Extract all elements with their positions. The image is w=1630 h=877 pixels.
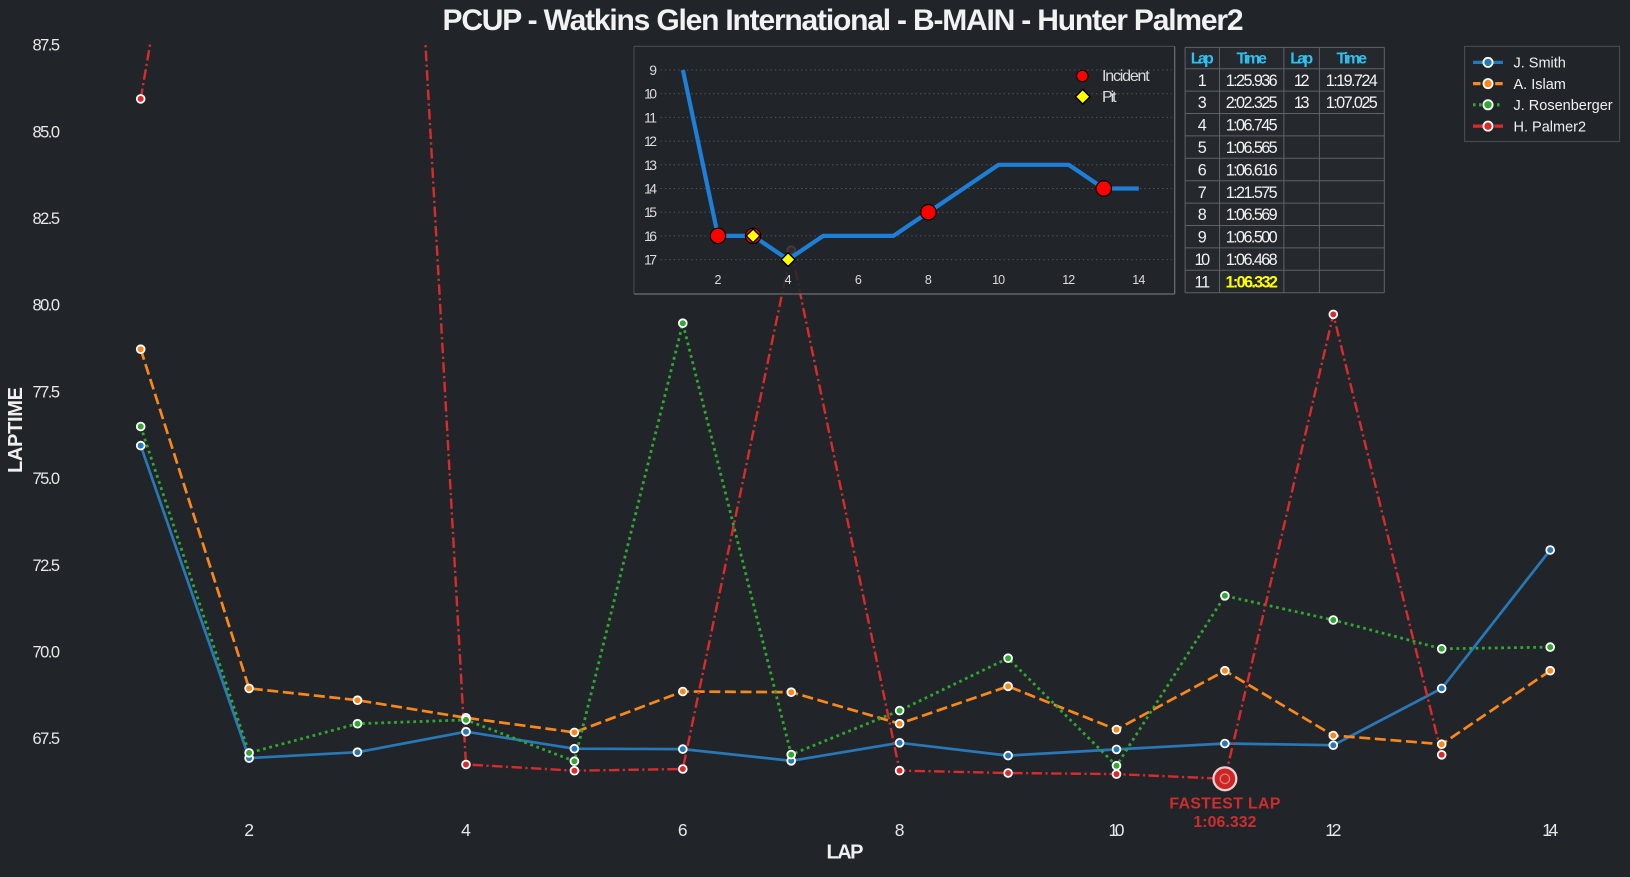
svg-text:1:21.575: 1:21.575 <box>1226 184 1278 202</box>
svg-text:82.5: 82.5 <box>33 210 61 228</box>
svg-text:13: 13 <box>1294 94 1310 112</box>
svg-text:6: 6 <box>1198 161 1207 179</box>
svg-text:5: 5 <box>1198 139 1207 157</box>
svg-text:80.0: 80.0 <box>33 297 61 315</box>
svg-text:1:06.616: 1:06.616 <box>1226 161 1278 179</box>
svg-text:3: 3 <box>1198 94 1207 112</box>
svg-text:Pit: Pit <box>1102 89 1117 106</box>
svg-text:16: 16 <box>644 228 657 244</box>
svg-text:1:06.565: 1:06.565 <box>1226 139 1278 157</box>
svg-text:1:06.500: 1:06.500 <box>1226 229 1278 247</box>
svg-text:2:02.325: 2:02.325 <box>1226 94 1278 112</box>
svg-text:12: 12 <box>1294 72 1310 90</box>
svg-text:87.5: 87.5 <box>33 37 61 55</box>
svg-text:10: 10 <box>992 273 1005 287</box>
svg-text:2: 2 <box>715 273 722 287</box>
svg-text:8: 8 <box>895 820 905 840</box>
svg-text:A. Islam: A. Islam <box>1514 77 1566 93</box>
svg-text:14: 14 <box>1132 273 1145 287</box>
svg-text:PCUP - Watkins Glen Internatio: PCUP - Watkins Glen International - B-MA… <box>443 4 1244 37</box>
svg-text:4: 4 <box>461 820 471 840</box>
svg-text:1:06.569: 1:06.569 <box>1226 206 1278 224</box>
svg-text:J. Rosenberger: J. Rosenberger <box>1514 98 1613 114</box>
svg-text:9: 9 <box>649 62 657 78</box>
svg-text:13: 13 <box>644 157 657 173</box>
svg-text:10: 10 <box>1109 820 1125 840</box>
svg-text:85.0: 85.0 <box>33 123 61 141</box>
svg-text:1: 1 <box>1198 72 1207 90</box>
svg-text:1:06.332: 1:06.332 <box>1225 273 1278 291</box>
svg-text:12: 12 <box>1325 820 1341 840</box>
svg-text:1:06.468: 1:06.468 <box>1226 251 1278 269</box>
svg-text:6: 6 <box>855 273 862 287</box>
svg-text:LAP: LAP <box>827 842 864 864</box>
svg-text:70.0: 70.0 <box>33 644 61 662</box>
svg-text:1:19.724: 1:19.724 <box>1326 72 1378 90</box>
svg-text:75.0: 75.0 <box>33 470 61 488</box>
svg-text:1:07.025: 1:07.025 <box>1326 94 1378 112</box>
svg-text:12: 12 <box>644 133 657 149</box>
svg-text:17: 17 <box>644 252 657 268</box>
svg-text:4: 4 <box>785 273 792 287</box>
svg-text:Time: Time <box>1236 51 1267 68</box>
svg-text:7: 7 <box>1198 184 1207 202</box>
svg-text:Lap: Lap <box>1191 51 1214 68</box>
svg-text:12: 12 <box>1062 273 1075 287</box>
svg-text:15: 15 <box>644 204 657 220</box>
svg-text:J. Smith: J. Smith <box>1514 56 1566 72</box>
svg-text:67.5: 67.5 <box>33 730 61 748</box>
svg-text:10: 10 <box>644 86 657 102</box>
svg-text:LAPTIME: LAPTIME <box>5 387 27 473</box>
svg-text:H. Palmer2: H. Palmer2 <box>1514 119 1587 135</box>
svg-text:Time: Time <box>1337 51 1368 68</box>
svg-text:2: 2 <box>244 820 254 840</box>
svg-text:10: 10 <box>1195 251 1211 269</box>
svg-text:FASTEST LAP: FASTEST LAP <box>1169 796 1280 813</box>
svg-text:1:25.936: 1:25.936 <box>1226 72 1278 90</box>
svg-text:Incident: Incident <box>1102 68 1150 85</box>
svg-text:6: 6 <box>678 820 688 840</box>
svg-text:8: 8 <box>1198 206 1207 224</box>
svg-text:14: 14 <box>644 181 657 197</box>
svg-text:11: 11 <box>1195 273 1211 291</box>
svg-text:4: 4 <box>1198 117 1207 135</box>
svg-text:1:06.332: 1:06.332 <box>1193 814 1256 831</box>
svg-text:77.5: 77.5 <box>33 383 61 401</box>
svg-text:1:06.745: 1:06.745 <box>1226 117 1278 135</box>
svg-text:11: 11 <box>644 109 657 125</box>
svg-text:72.5: 72.5 <box>33 557 61 575</box>
svg-text:Lap: Lap <box>1290 51 1313 68</box>
svg-text:8: 8 <box>925 273 932 287</box>
svg-text:14: 14 <box>1542 820 1558 840</box>
svg-text:9: 9 <box>1198 229 1207 247</box>
